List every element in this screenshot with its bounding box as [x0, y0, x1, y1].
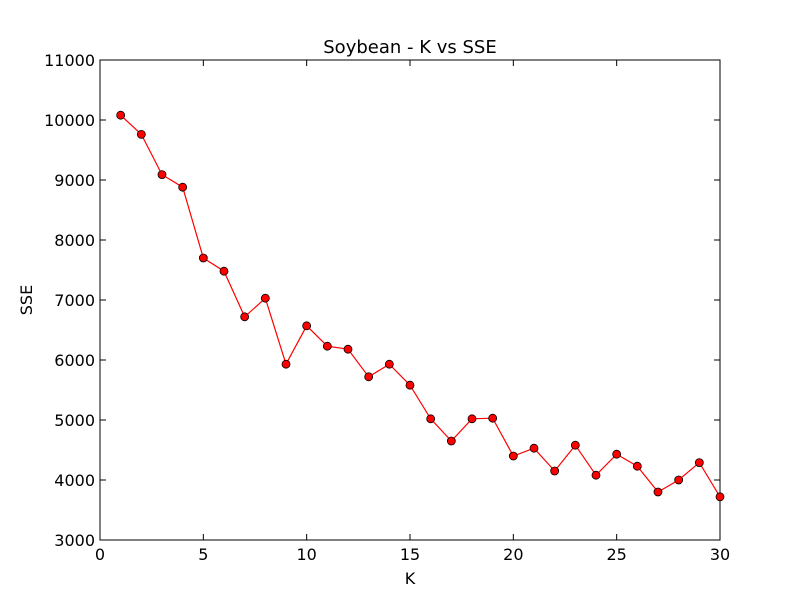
data-point: [508, 451, 518, 461]
data-point: [570, 440, 580, 450]
data-point: [674, 475, 684, 485]
plot-area: 0 5 10 15 20 25 30 3000 4000 5000 6000 7000 8000 9000…: [44, 51, 730, 564]
y-tick-label: 6000: [54, 351, 95, 370]
y-tick-label: 9000: [54, 171, 95, 190]
chart-title: Soybean - K vs SSE: [323, 37, 496, 58]
data-point: [219, 266, 229, 276]
data-point: [715, 492, 725, 502]
data-point: [550, 466, 560, 476]
data-point: [529, 443, 539, 453]
data-point: [612, 449, 622, 459]
y-tick-label: 7000: [54, 291, 95, 310]
data-point: [116, 110, 126, 120]
x-tick-label: 20: [503, 545, 523, 564]
data-point: [405, 380, 415, 390]
x-axis-label: K: [405, 569, 416, 588]
data-point: [426, 414, 436, 424]
data-point: [653, 487, 663, 497]
y-tick-label: 4000: [54, 471, 95, 490]
y-tick-label: 11000: [44, 51, 95, 70]
data-point: [240, 312, 250, 322]
data-point: [364, 372, 374, 382]
data-point: [260, 293, 270, 303]
y-tick-label: 10000: [44, 111, 95, 130]
x-tick-label: 0: [95, 545, 105, 564]
data-point: [198, 253, 208, 263]
data-point: [384, 359, 394, 369]
data-point: [178, 182, 188, 192]
data-point: [281, 359, 291, 369]
x-tick-label: 30: [710, 545, 730, 564]
data-point: [694, 458, 704, 468]
x-tick-label: 15: [400, 545, 420, 564]
y-tick-label: 3000: [54, 531, 95, 550]
y-tick-label: 5000: [54, 411, 95, 430]
data-point: [488, 413, 498, 423]
x-tick-label: 25: [606, 545, 626, 564]
data-point: [136, 129, 146, 139]
data-point: [591, 470, 601, 480]
data-point: [157, 170, 167, 180]
data-point: [302, 321, 312, 331]
data-point: [467, 414, 477, 424]
data-point: [446, 436, 456, 446]
x-tick-label: 10: [296, 545, 316, 564]
data-point: [343, 344, 353, 354]
data-point: [632, 461, 642, 471]
y-axis-label: SSE: [17, 285, 36, 315]
data-point: [322, 341, 332, 351]
x-tick-label: 5: [198, 545, 208, 564]
y-tick-label: 8000: [54, 231, 95, 250]
